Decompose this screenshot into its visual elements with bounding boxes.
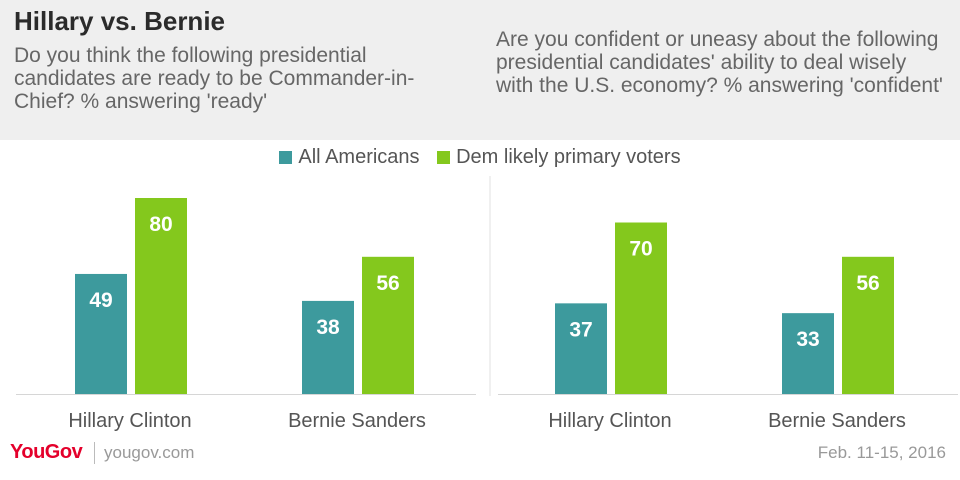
left-bar-dem-likely-0 (135, 198, 187, 394)
left-bar-label-dem-likely-1: 56 (376, 272, 399, 295)
footer-url: yougov.com (104, 443, 195, 462)
right-bar-all-americans-0 (555, 303, 607, 394)
left-bar-all-americans-1 (302, 300, 354, 394)
right-category-label-1: Bernie Sanders (768, 410, 906, 432)
right-bar-dem-likely-1 (842, 256, 894, 394)
right-chart-subtitle: Are you confident or uneasy about the fo… (496, 28, 943, 97)
right-bar-label-dem-likely-0: 70 (629, 238, 652, 261)
left-bar-all-americans-0 (75, 273, 127, 394)
yougov-logo: YouGov (10, 441, 83, 463)
page-title: Hillary vs. Bernie (14, 6, 225, 36)
footer-divider (94, 442, 95, 464)
right-bar-label-all-americans-0: 37 (569, 318, 592, 341)
header-band (0, 0, 960, 140)
left-category-label-1: Bernie Sanders (288, 410, 426, 432)
legend-swatch-dem-likely (437, 151, 451, 164)
left-chart-subtitle: Do you think the following presidential … (14, 44, 415, 113)
legend-swatch-all-americans (279, 151, 293, 164)
left-bar-dem-likely-1 (362, 256, 414, 394)
legend-label-all-americans: All Americans (298, 146, 420, 168)
legend: All Americans Dem likely primary voters (0, 146, 960, 169)
left-category-label-0: Hillary Clinton (68, 410, 191, 432)
right-bar-label-dem-likely-1: 56 (856, 272, 879, 295)
right-category-label-0: Hillary Clinton (548, 410, 671, 432)
legend-label-dem-likely: Dem likely primary voters (456, 146, 681, 168)
legend-item-dem-likely: Dem likely primary voters (437, 146, 681, 169)
right-bar-label-all-americans-1: 33 (796, 328, 819, 351)
right-bar-all-americans-1 (782, 313, 834, 394)
left-bar-label-all-americans-0: 49 (89, 289, 112, 312)
right-bar-dem-likely-0 (615, 222, 667, 394)
footer-date: Feb. 11-15, 2016 (817, 443, 946, 462)
left-bar-label-all-americans-1: 38 (316, 316, 340, 339)
left-bar-label-dem-likely-0: 80 (149, 213, 172, 236)
legend-item-all-americans: All Americans (279, 146, 420, 169)
